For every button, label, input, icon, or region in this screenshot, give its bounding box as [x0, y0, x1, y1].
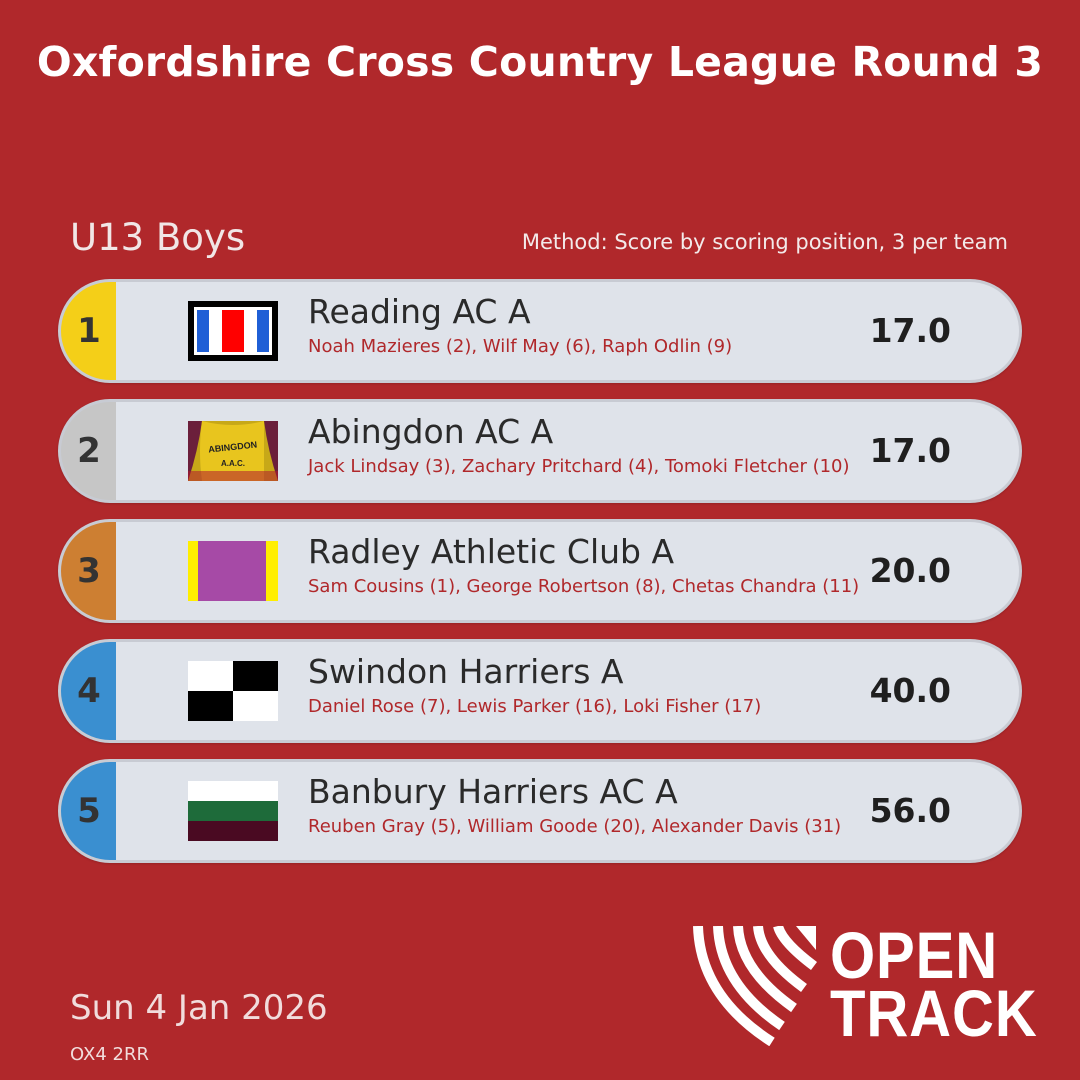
page-title: Oxfordshire Cross Country League Round 3 [36, 38, 1044, 86]
result-card: Radley Athletic Club A Sam Cousins (1), … [116, 522, 1019, 620]
team-score: 17.0 [869, 311, 951, 350]
result-card: Banbury Harriers AC A Reuben Gray (5), W… [116, 762, 1019, 860]
rank-badge: 2 [61, 402, 117, 500]
event-date: Sun 4 Jan 2026 [70, 988, 328, 1028]
rank-badge: 4 [61, 642, 117, 740]
reading-ac-flag [188, 301, 278, 361]
result-row: 4 Swindon Harriers A Daniel Rose (7), Le… [58, 639, 1022, 743]
team-members: Noah Mazieres (2), Wilf May (6), Raph Od… [308, 336, 733, 357]
team-name: Reading AC A [308, 292, 531, 331]
category-label: U13 Boys [70, 216, 246, 259]
team-members: Reuben Gray (5), William Goode (20), Ale… [308, 816, 842, 837]
team-name: Radley Athletic Club A [308, 532, 675, 571]
scoring-method: Method: Score by scoring position, 3 per… [521, 230, 1008, 254]
opentrack-logo-icon [693, 926, 818, 1046]
opentrack-wordmark: OPEN TRACK [830, 918, 1038, 1050]
rank-badge: 3 [61, 522, 117, 620]
team-score: 17.0 [869, 431, 951, 470]
logo-line-track: TRACK [830, 976, 1038, 1050]
team-score: 40.0 [869, 671, 951, 710]
team-name: Abingdon AC A [308, 412, 554, 451]
result-row: 1 Reading AC A Noah Mazieres (2), Wilf M… [58, 279, 1022, 383]
team-members: Sam Cousins (1), George Robertson (8), C… [308, 576, 860, 597]
result-row: 5 Banbury Harriers AC A Reuben Gray (5),… [58, 759, 1022, 863]
rank-badge: 1 [61, 282, 117, 380]
radley-flag [188, 541, 278, 601]
result-card: Swindon Harriers A Daniel Rose (7), Lewi… [116, 642, 1019, 740]
team-name: Swindon Harriers A [308, 652, 624, 691]
banbury-tricolour-flag [188, 781, 278, 841]
team-name: Banbury Harriers AC A [308, 772, 678, 811]
rank-badge: 5 [61, 762, 117, 860]
result-card: ABINGDON A.A.C. Abingdon AC A Jack Linds… [116, 402, 1019, 500]
team-members: Daniel Rose (7), Lewis Parker (16), Loki… [308, 696, 762, 717]
logo-line-open: OPEN [830, 918, 999, 992]
team-score: 20.0 [869, 551, 951, 590]
abingdon-vest-image: ABINGDON A.A.C. [188, 421, 278, 481]
team-members: Jack Lindsay (3), Zachary Pritchard (4),… [308, 456, 850, 477]
opentrack-logo: OPEN TRACK [692, 918, 1052, 1050]
swindon-chequered-flag [188, 661, 278, 721]
team-score: 56.0 [869, 791, 951, 830]
result-card: Reading AC A Noah Mazieres (2), Wilf May… [116, 282, 1019, 380]
svg-text:A.A.C.: A.A.C. [221, 459, 245, 468]
result-row: 2 ABINGDON A.A.C. Abingdon AC A Jack Lin… [58, 399, 1022, 503]
event-postcode: OX4 2RR [70, 1044, 149, 1065]
result-row: 3 Radley Athletic Club A Sam Cousins (1)… [58, 519, 1022, 623]
